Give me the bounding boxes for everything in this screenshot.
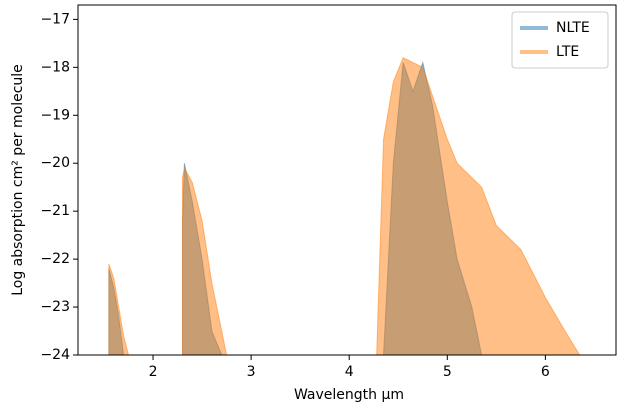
x-tick-label: 3: [247, 364, 256, 380]
legend-label: LTE: [556, 44, 579, 60]
y-tick-label: −19: [40, 107, 70, 123]
y-tick-label: −23: [40, 299, 70, 315]
x-tick-label: 4: [345, 364, 354, 380]
legend-label: NLTE: [556, 20, 590, 36]
y-tick-label: −17: [40, 11, 70, 27]
plot-frame: [77, 4, 617, 356]
y-axis-label: Log absorption cm² per molecule: [10, 64, 26, 296]
y-tick-label: −18: [40, 59, 70, 75]
x-tick-label: 2: [149, 364, 158, 380]
area: [108, 57, 581, 356]
x-tick-label: 5: [443, 364, 452, 380]
y-tick-label: −22: [40, 251, 70, 267]
x-tick-label: 6: [541, 364, 550, 380]
y-tick-label: −21: [40, 203, 70, 219]
y-tick-label: −24: [40, 347, 70, 363]
x-axis-label: Wavelength μm: [294, 387, 404, 403]
y-tick-label: −20: [40, 155, 70, 171]
